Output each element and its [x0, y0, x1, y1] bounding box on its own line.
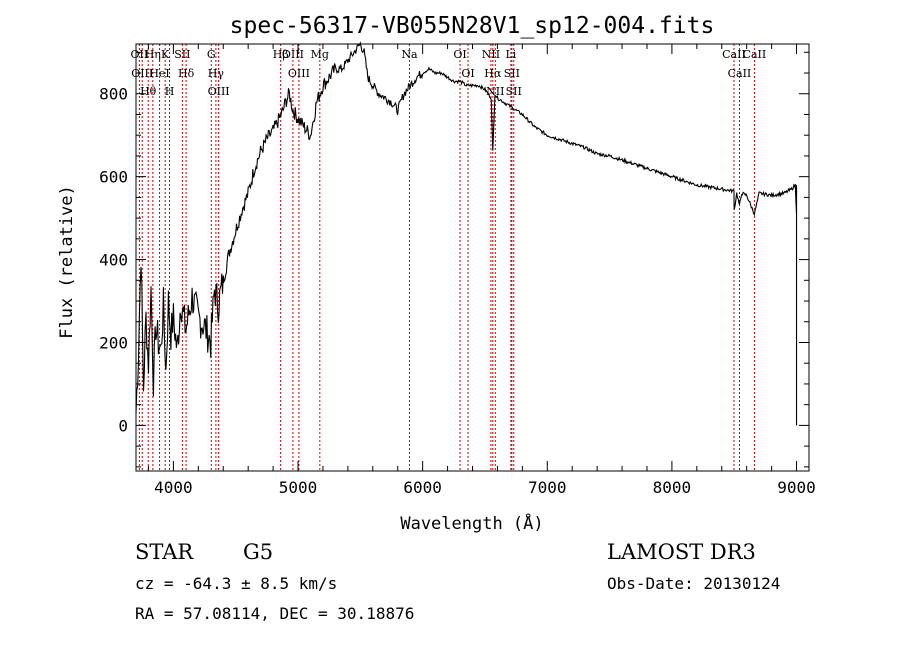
chart-title: spec-56317-VB055N28V1_sp12-004.fits [230, 13, 715, 39]
line-marker-label: CaII [722, 48, 746, 61]
line-marker-label: Hθ [140, 85, 157, 98]
line-marker-label: NII [486, 85, 504, 98]
line-marker-label: OI [461, 67, 474, 80]
line-marker-label: OI [453, 48, 466, 61]
x-tick-label: 7000 [528, 478, 567, 497]
x-tick-label: 6000 [403, 478, 442, 497]
x-tick-label: 5000 [279, 478, 318, 497]
plot-frame [135, 43, 810, 472]
redshift-text: cz = -64.3 ± 8.5 km/s [135, 574, 338, 593]
line-marker-label: Hδ [178, 67, 195, 80]
spectral-line-labels: OIIOIIIHθHηHeIKHSIIHδGHγOIIIHβOIIIOIIIMg… [131, 48, 767, 98]
line-marker-label: SII [504, 67, 520, 80]
line-marker-label: OIII [288, 67, 310, 80]
spectral-line-markers [138, 44, 755, 471]
line-marker-label: Hη [145, 48, 161, 61]
x-tick-label: 4000 [154, 478, 193, 497]
object-class: STAR [135, 540, 194, 564]
line-marker-label: G [207, 48, 216, 61]
line-marker-label: SII [506, 85, 522, 98]
x-tick-label: 8000 [653, 478, 692, 497]
line-marker-label: Hγ [208, 67, 225, 80]
subclass: G5 [243, 540, 274, 564]
y-tick-label: 800 [99, 85, 128, 104]
line-marker-label: Hα [484, 67, 502, 80]
survey-name: LAMOST DR3 [607, 540, 756, 564]
line-marker-label: Hβ [273, 48, 289, 61]
line-marker-label: OIII [208, 85, 230, 98]
x-axis-ticks: 4000 5000 6000 7000 8000 9000 [147, 44, 816, 497]
line-marker-label: OIII [282, 48, 304, 61]
y-tick-label: 600 [99, 168, 128, 187]
y-axis-ticks: 0 200 400 600 800 [99, 51, 809, 468]
y-tick-label: 0 [118, 416, 128, 435]
spectrum-series [135, 41, 798, 426]
y-tick-label: 400 [99, 251, 128, 270]
x-axis-label: Wavelength (Å) [400, 512, 543, 534]
coordinates-text: RA = 57.08114, DEC = 30.18876 [135, 604, 415, 623]
y-tick-label: 200 [99, 333, 128, 352]
line-marker-label: Li [505, 48, 516, 61]
line-marker-label: K [161, 48, 170, 61]
x-tick-label: 9000 [777, 478, 816, 497]
line-marker-label: H [165, 85, 175, 98]
line-marker-label: SII [174, 48, 190, 61]
line-marker-label: Mg [311, 48, 329, 61]
line-marker-label: OII [131, 48, 149, 61]
y-axis-label: Flux (relative) [57, 185, 77, 339]
line-marker-label: NII [482, 48, 500, 61]
line-marker-label: OIII [131, 67, 153, 80]
observation-date: Obs-Date: 20130124 [607, 574, 781, 593]
line-marker-label: HeI [149, 67, 169, 80]
line-marker-label: CaII [743, 48, 767, 61]
line-marker-label: Na [401, 48, 418, 61]
line-marker-label: CaII [728, 67, 752, 80]
spectrum-line [135, 41, 798, 414]
